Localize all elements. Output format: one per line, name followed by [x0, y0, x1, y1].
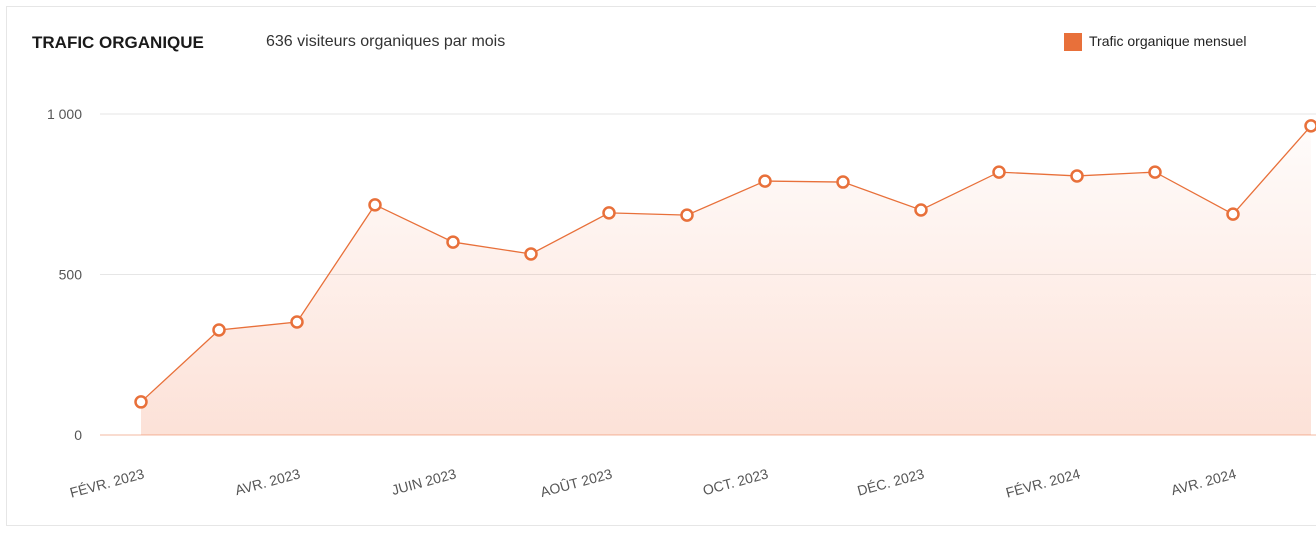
legend-swatch: [1064, 33, 1082, 51]
point: [758, 174, 772, 188]
chart-title: TRAFIC ORGANIQUE: [32, 33, 204, 52]
point: [836, 175, 850, 189]
point: [992, 165, 1006, 179]
y-tick-label: 1 000: [47, 106, 82, 122]
point: [1070, 169, 1084, 183]
point: [368, 198, 382, 212]
point: [290, 315, 304, 329]
chart-subtitle: 636 visiteurs organiques par mois: [266, 33, 505, 50]
point: [1304, 119, 1316, 133]
legend-label: Trafic organique mensuel: [1089, 33, 1246, 49]
point: [914, 203, 928, 217]
point: [134, 395, 148, 409]
point: [524, 247, 538, 261]
point: [602, 206, 616, 220]
y-tick-label: 500: [59, 267, 83, 283]
point: [680, 208, 694, 222]
point: [212, 323, 226, 337]
y-tick-label: 0: [74, 427, 82, 443]
point: [1226, 207, 1240, 221]
line: [140, 125, 1312, 403]
point: [446, 235, 460, 249]
point: [1148, 165, 1162, 179]
area: [141, 125, 1311, 435]
